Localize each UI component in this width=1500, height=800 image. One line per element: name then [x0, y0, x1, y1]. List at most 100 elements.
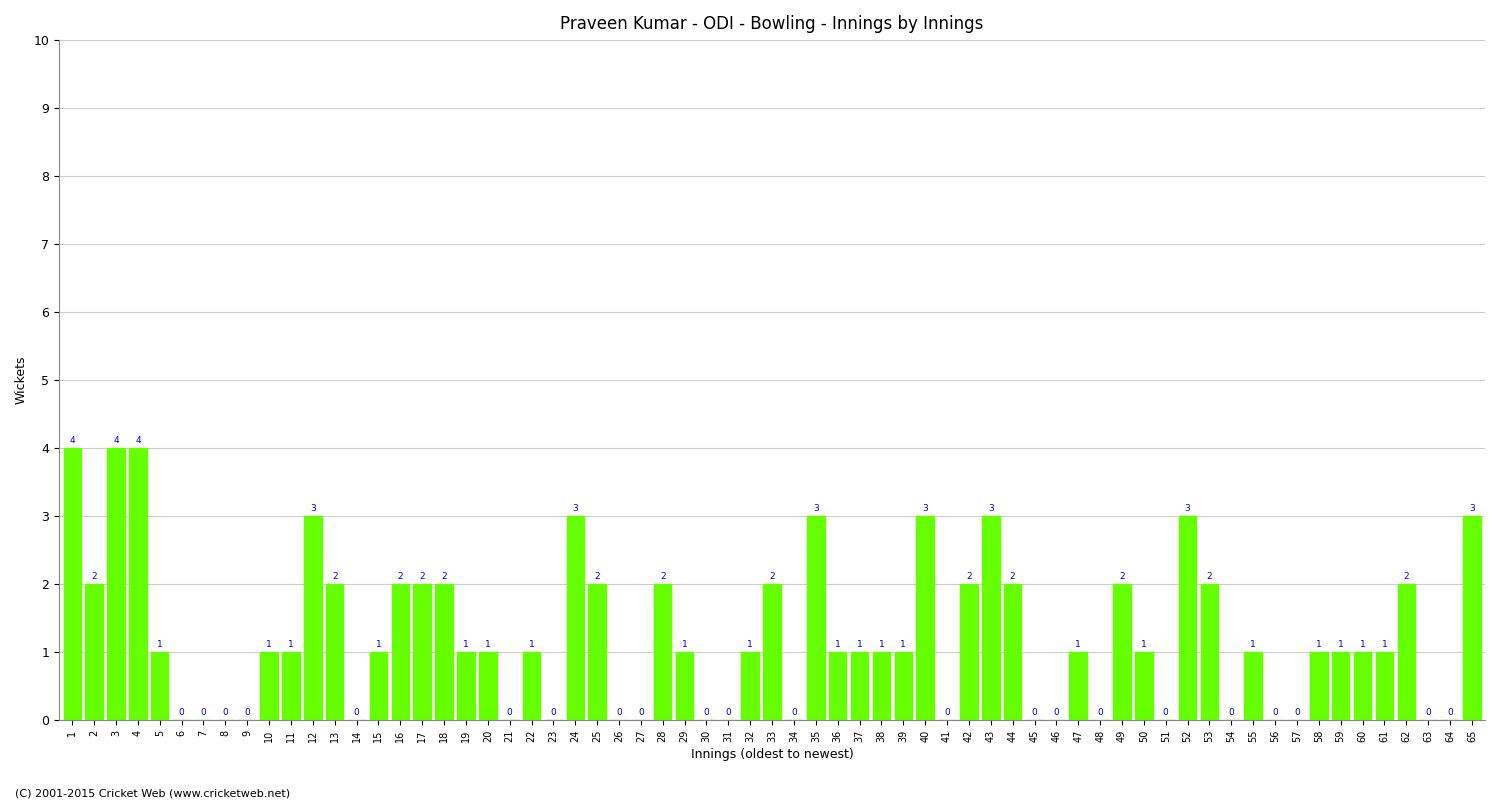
Text: 2: 2 — [398, 572, 404, 581]
Text: 0: 0 — [1425, 708, 1431, 717]
Bar — [1113, 584, 1131, 720]
Text: 1: 1 — [681, 640, 687, 649]
Text: 0: 0 — [1162, 708, 1168, 717]
Text: 0: 0 — [704, 708, 710, 717]
Text: 2: 2 — [420, 572, 424, 581]
Bar — [1200, 584, 1218, 720]
Text: 0: 0 — [244, 708, 250, 717]
Bar — [1136, 652, 1152, 720]
Text: 0: 0 — [1448, 708, 1454, 717]
Text: 0: 0 — [1053, 708, 1059, 717]
Text: 2: 2 — [660, 572, 666, 581]
Bar — [326, 584, 344, 720]
Bar — [1004, 584, 1022, 720]
Bar — [63, 448, 81, 720]
Text: 1: 1 — [836, 640, 840, 649]
Text: 3: 3 — [922, 504, 928, 513]
Text: 0: 0 — [726, 708, 730, 717]
Bar — [588, 584, 606, 720]
Bar — [1398, 584, 1414, 720]
Title: Praveen Kumar - ODI - Bowling - Innings by Innings: Praveen Kumar - ODI - Bowling - Innings … — [561, 15, 984, 33]
Bar — [524, 652, 540, 720]
Bar — [108, 448, 124, 720]
Text: 0: 0 — [201, 708, 207, 717]
Text: 0: 0 — [616, 708, 622, 717]
Text: 0: 0 — [790, 708, 796, 717]
Text: 1: 1 — [900, 640, 906, 649]
Bar — [1376, 652, 1394, 720]
Text: 3: 3 — [813, 504, 819, 513]
Text: 1: 1 — [856, 640, 862, 649]
Bar — [894, 652, 912, 720]
Bar — [1462, 516, 1480, 720]
Text: 1: 1 — [1359, 640, 1365, 649]
Bar — [1332, 652, 1350, 720]
Text: 3: 3 — [1185, 504, 1191, 513]
Bar — [741, 652, 759, 720]
Bar — [458, 652, 474, 720]
Text: 0: 0 — [944, 708, 950, 717]
Bar — [1354, 652, 1371, 720]
Text: (C) 2001-2015 Cricket Web (www.cricketweb.net): (C) 2001-2015 Cricket Web (www.cricketwe… — [15, 788, 290, 798]
Text: 2: 2 — [770, 572, 776, 581]
Text: 0: 0 — [1096, 708, 1102, 717]
Bar — [654, 584, 672, 720]
Text: 0: 0 — [1032, 708, 1038, 717]
Text: 4: 4 — [135, 436, 141, 445]
Text: 0: 0 — [638, 708, 644, 717]
Y-axis label: Wickets: Wickets — [15, 356, 28, 405]
Bar — [369, 652, 387, 720]
Text: 2: 2 — [1119, 572, 1125, 581]
Text: 2: 2 — [594, 572, 600, 581]
Bar — [676, 652, 693, 720]
Bar — [1179, 516, 1197, 720]
Text: 3: 3 — [573, 504, 578, 513]
Bar — [414, 584, 430, 720]
Text: 0: 0 — [1294, 708, 1300, 717]
Bar — [567, 516, 584, 720]
Bar — [873, 652, 889, 720]
Text: 1: 1 — [266, 640, 272, 649]
Bar — [850, 652, 868, 720]
Text: 0: 0 — [507, 708, 513, 717]
Text: 1: 1 — [288, 640, 294, 649]
Text: 1: 1 — [158, 640, 162, 649]
Bar — [916, 516, 934, 720]
Bar — [261, 652, 278, 720]
Text: 2: 2 — [1404, 572, 1408, 581]
Bar — [435, 584, 453, 720]
Text: 3: 3 — [1468, 504, 1474, 513]
Text: 2: 2 — [1206, 572, 1212, 581]
Text: 1: 1 — [1076, 640, 1082, 649]
Text: 2: 2 — [441, 572, 447, 581]
Text: 0: 0 — [550, 708, 556, 717]
Bar — [764, 584, 782, 720]
Bar — [1070, 652, 1088, 720]
Bar — [152, 652, 168, 720]
Text: 2: 2 — [332, 572, 338, 581]
Bar — [1310, 652, 1328, 720]
Bar — [478, 652, 496, 720]
Text: 1: 1 — [1382, 640, 1388, 649]
Text: 0: 0 — [354, 708, 360, 717]
Text: 3: 3 — [310, 504, 315, 513]
Text: 1: 1 — [464, 640, 470, 649]
Text: 3: 3 — [988, 504, 993, 513]
Text: 1: 1 — [879, 640, 885, 649]
Bar — [807, 516, 825, 720]
Text: 4: 4 — [112, 436, 118, 445]
Bar — [982, 516, 999, 720]
Bar — [304, 516, 321, 720]
Text: 1: 1 — [528, 640, 534, 649]
X-axis label: Innings (oldest to newest): Innings (oldest to newest) — [690, 748, 853, 761]
Text: 1: 1 — [1316, 640, 1322, 649]
Text: 0: 0 — [1228, 708, 1234, 717]
Bar — [129, 448, 147, 720]
Text: 2: 2 — [1010, 572, 1016, 581]
Text: 1: 1 — [1338, 640, 1344, 649]
Bar — [86, 584, 104, 720]
Text: 2: 2 — [966, 572, 972, 581]
Text: 1: 1 — [1142, 640, 1146, 649]
Text: 1: 1 — [747, 640, 753, 649]
Bar — [392, 584, 410, 720]
